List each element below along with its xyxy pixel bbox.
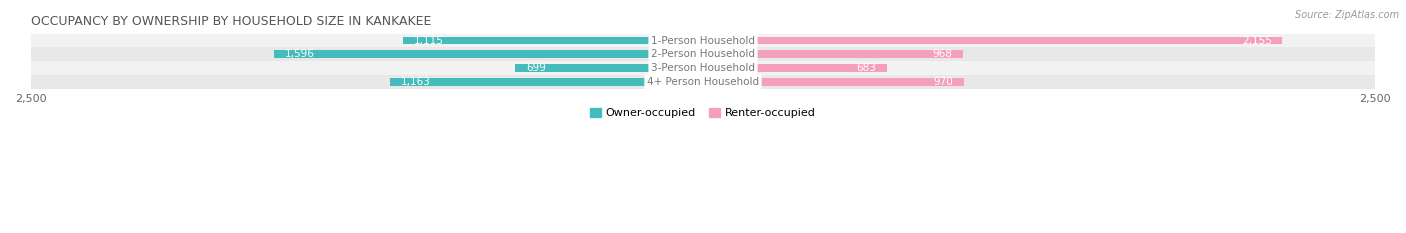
Text: 3-Person Household: 3-Person Household bbox=[651, 63, 755, 73]
Text: 970: 970 bbox=[934, 77, 953, 87]
Bar bbox=[31, 75, 1375, 89]
Text: 1,596: 1,596 bbox=[284, 49, 315, 59]
Text: 2,155: 2,155 bbox=[1241, 35, 1271, 45]
Bar bbox=[31, 34, 1375, 47]
Bar bbox=[703, 37, 1282, 44]
Legend: Owner-occupied, Renter-occupied: Owner-occupied, Renter-occupied bbox=[591, 108, 815, 118]
Text: 968: 968 bbox=[932, 49, 952, 59]
Bar bbox=[274, 51, 703, 58]
Bar bbox=[515, 64, 703, 72]
Bar bbox=[404, 37, 703, 44]
Text: 699: 699 bbox=[526, 63, 546, 73]
Text: 683: 683 bbox=[856, 63, 876, 73]
Text: 1-Person Household: 1-Person Household bbox=[651, 35, 755, 45]
Bar bbox=[31, 47, 1375, 61]
Bar bbox=[391, 78, 703, 86]
Text: 2-Person Household: 2-Person Household bbox=[651, 49, 755, 59]
Bar bbox=[703, 51, 963, 58]
Text: 4+ Person Household: 4+ Person Household bbox=[647, 77, 759, 87]
Bar bbox=[703, 78, 963, 86]
Text: Source: ZipAtlas.com: Source: ZipAtlas.com bbox=[1295, 10, 1399, 21]
Text: OCCUPANCY BY OWNERSHIP BY HOUSEHOLD SIZE IN KANKAKEE: OCCUPANCY BY OWNERSHIP BY HOUSEHOLD SIZE… bbox=[31, 15, 432, 28]
Bar bbox=[703, 64, 887, 72]
Bar bbox=[31, 61, 1375, 75]
Text: 1,163: 1,163 bbox=[401, 77, 430, 87]
Text: 1,115: 1,115 bbox=[413, 35, 444, 45]
